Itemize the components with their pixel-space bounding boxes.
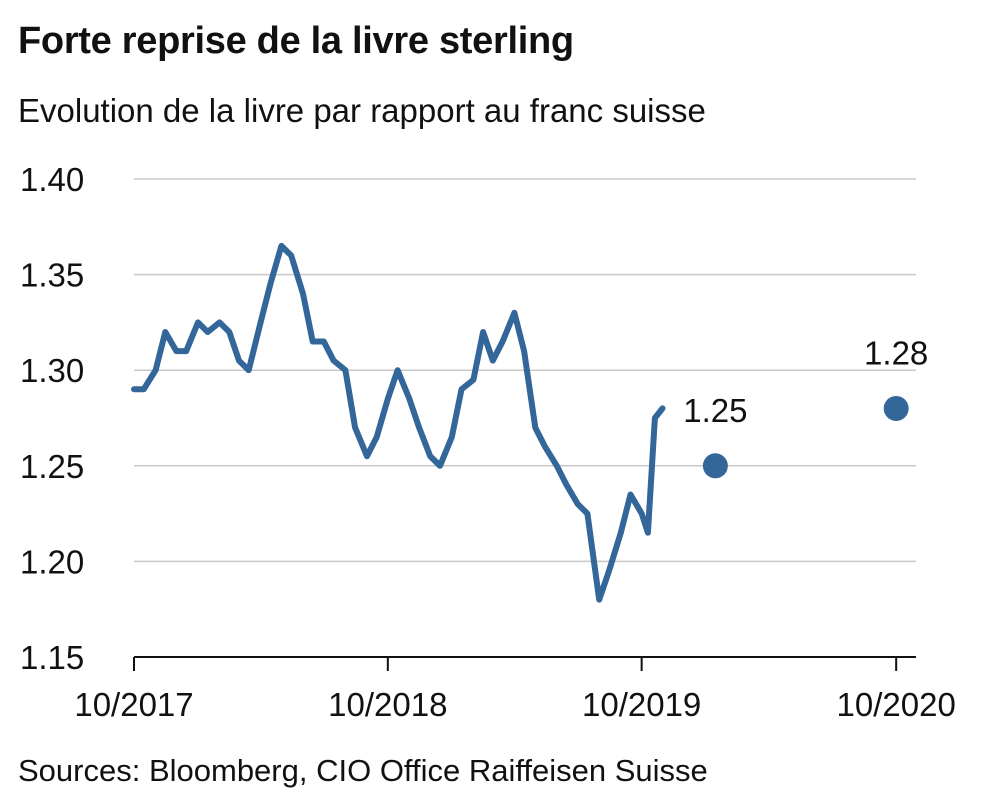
chart-subtitle: Evolution de la livre par rapport au fra… <box>18 92 706 129</box>
forecast-label: 1.25 <box>683 392 747 429</box>
forecast-label: 1.28 <box>864 334 928 371</box>
y-tick-label: 1.40 <box>20 161 84 198</box>
chart-title: Forte reprise de la livre sterling <box>18 20 574 62</box>
forecast-point <box>883 395 909 421</box>
x-tick-label: 10/2017 <box>74 686 193 723</box>
x-tick-label: 10/2019 <box>582 686 701 723</box>
y-tick-label: 1.15 <box>20 639 84 676</box>
series-line <box>131 242 666 603</box>
x-tick-label: 10/2020 <box>837 686 956 723</box>
y-tick-label: 1.35 <box>20 257 84 294</box>
y-tick-label: 1.20 <box>20 543 84 580</box>
y-tick-label: 1.30 <box>20 352 84 389</box>
source-note: Sources: Bloomberg, CIO Office Raiffeise… <box>18 753 708 788</box>
forecast-point <box>702 453 728 479</box>
y-tick-label: 1.25 <box>20 448 84 485</box>
x-tick-label: 10/2018 <box>328 686 447 723</box>
